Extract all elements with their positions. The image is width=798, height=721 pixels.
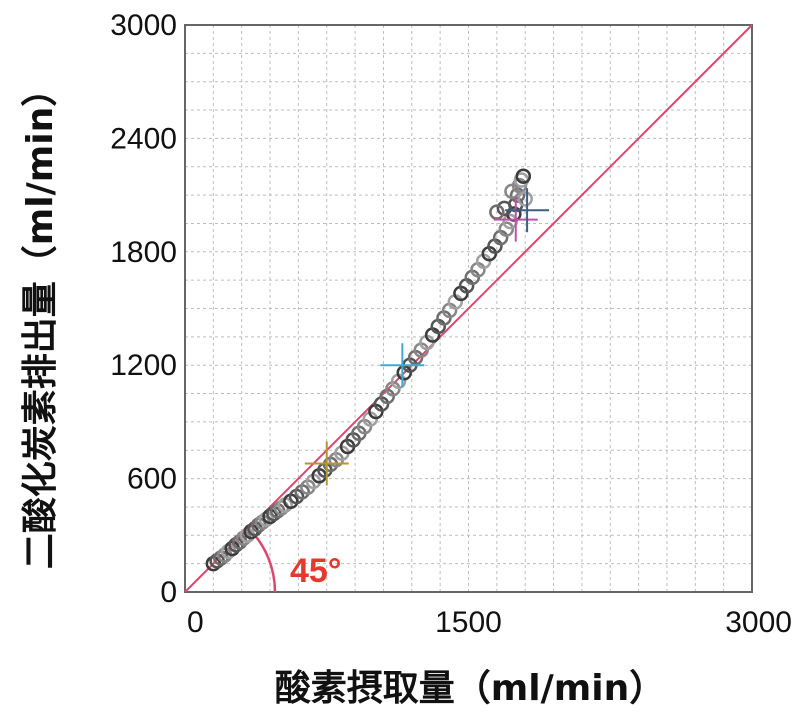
cross-marker (493, 197, 538, 242)
cross-marker (380, 343, 425, 388)
x-tick-label: 0 (187, 606, 204, 639)
y-tick-label: 2400 (110, 122, 177, 155)
x-tick-label: 1500 (435, 606, 502, 639)
x-tick-label: 3000 (725, 606, 792, 639)
plot-frame (184, 24, 753, 593)
y-tick-label: 3000 (110, 9, 177, 42)
data-point (498, 221, 515, 237)
cross-marker (304, 441, 349, 486)
data-point (504, 183, 520, 200)
y-tick-label: 1200 (110, 349, 177, 382)
data-point (515, 168, 532, 184)
data-points (205, 168, 533, 572)
data-point (517, 191, 533, 207)
y-tick-label: 600 (127, 463, 177, 496)
data-point (489, 204, 505, 220)
y-tick-label: 1800 (110, 236, 177, 269)
x-tick-labels: 0 1500 3000 (187, 606, 792, 639)
y-axis-title: 二酸化炭素排出量（ml/min） (20, 71, 61, 569)
y-tick-label: 0 (160, 576, 177, 609)
reference-line-45deg (184, 24, 753, 593)
data-point (496, 200, 513, 217)
cross-marker (505, 188, 550, 233)
marker-crosses (304, 188, 550, 486)
x-axis-title: 酸素摂取量（ml/min） (275, 668, 665, 709)
angle-label: 45° (290, 552, 341, 590)
y-tick-labels: 0 600 1200 1800 2400 3000 (110, 9, 177, 609)
